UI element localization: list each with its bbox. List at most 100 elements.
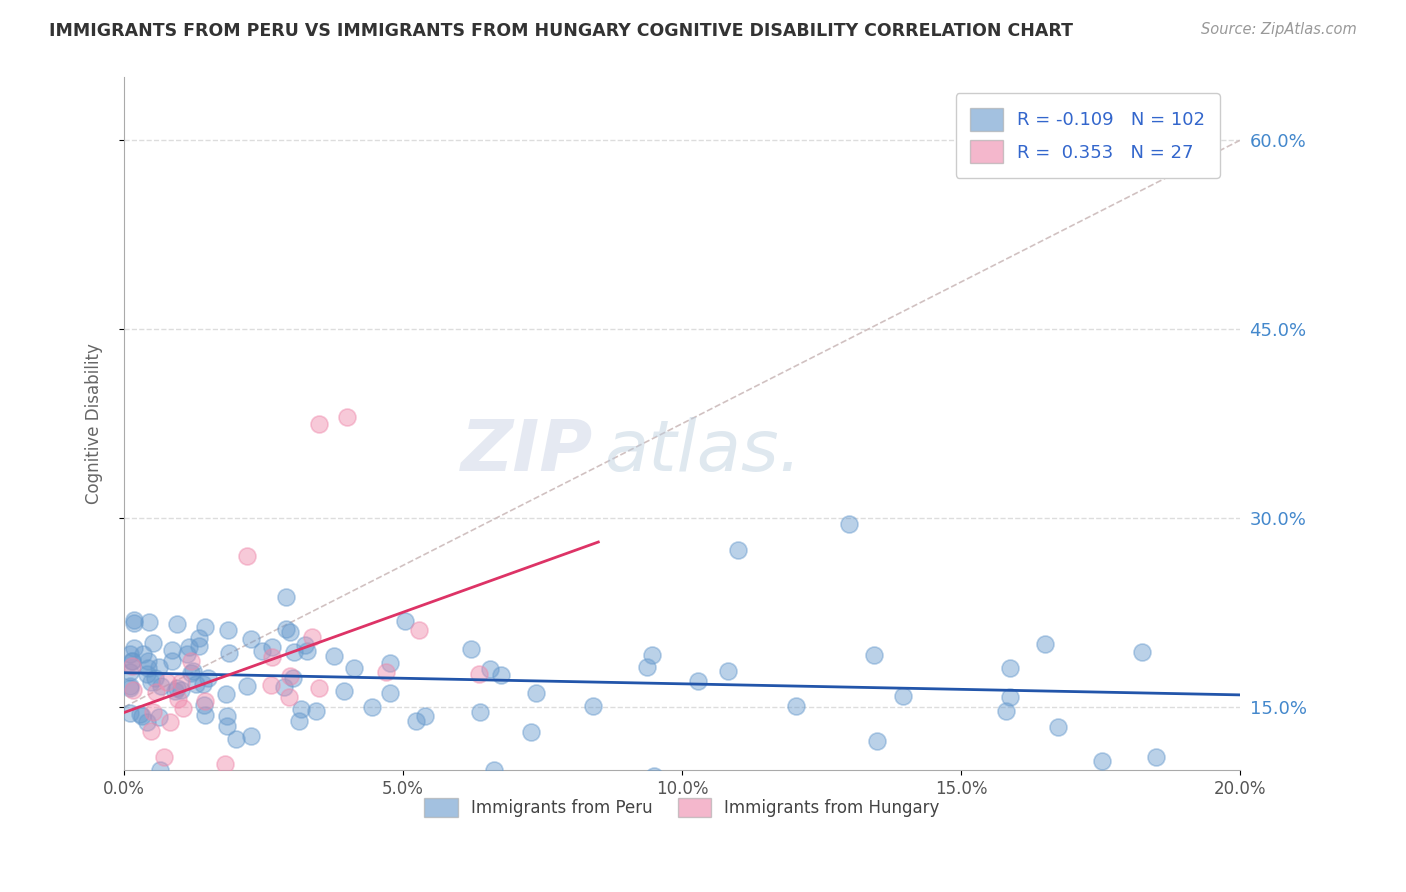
Point	[378, 686, 401, 700]
Point	[184, 676, 207, 690]
Point	[197, 671, 219, 685]
Point	[278, 669, 301, 683]
Point	[274, 622, 297, 636]
Point	[191, 677, 214, 691]
Point	[121, 654, 143, 668]
Y-axis label: Cognitive Disability: Cognitive Disability	[86, 343, 103, 504]
Point	[343, 661, 366, 675]
Point	[290, 702, 312, 716]
Point	[118, 648, 141, 662]
Point	[240, 632, 263, 647]
Point	[520, 725, 543, 739]
Point	[217, 623, 239, 637]
Point	[180, 665, 202, 680]
Point	[214, 756, 236, 771]
Point	[468, 706, 491, 720]
Point	[215, 687, 238, 701]
Point	[170, 682, 193, 697]
Text: atlas.: atlas.	[603, 417, 801, 486]
Point	[136, 661, 159, 675]
Point	[179, 640, 201, 655]
Point	[149, 763, 172, 777]
Point	[121, 654, 143, 668]
Point	[273, 681, 295, 695]
Point	[180, 654, 202, 668]
Point	[159, 715, 181, 730]
Point	[172, 700, 194, 714]
Point	[136, 666, 159, 681]
Text: Source: ZipAtlas.com: Source: ZipAtlas.com	[1201, 22, 1357, 37]
Point	[136, 715, 159, 730]
Point	[136, 654, 159, 668]
Point	[636, 660, 658, 674]
Point	[170, 675, 193, 690]
Point	[166, 681, 188, 695]
Point	[641, 648, 664, 663]
Point	[187, 639, 209, 653]
Point	[121, 658, 143, 673]
Point	[176, 647, 198, 661]
Point	[236, 549, 259, 563]
Point	[194, 620, 217, 634]
Point	[413, 708, 436, 723]
Point	[281, 671, 304, 685]
Point	[405, 714, 427, 729]
Point	[181, 664, 204, 678]
Point	[225, 732, 247, 747]
Point	[252, 781, 274, 796]
Legend: Immigrants from Peru, Immigrants from Hungary: Immigrants from Peru, Immigrants from Hu…	[418, 791, 946, 824]
Point	[688, 673, 710, 688]
Point	[308, 681, 330, 695]
Point	[139, 675, 162, 690]
Point	[217, 719, 239, 733]
Point	[994, 704, 1017, 718]
Point	[295, 644, 318, 658]
Point	[131, 647, 153, 661]
Point	[142, 636, 165, 650]
Point	[1000, 690, 1022, 705]
Point	[193, 698, 215, 712]
Point	[1144, 750, 1167, 764]
Point	[260, 650, 283, 665]
Point	[336, 410, 359, 425]
Point	[333, 683, 356, 698]
Point	[278, 624, 301, 639]
Point	[153, 750, 176, 764]
Point	[139, 723, 162, 738]
Point	[1130, 645, 1153, 659]
Point	[460, 641, 482, 656]
Point	[361, 699, 384, 714]
Point	[166, 692, 188, 706]
Point	[118, 679, 141, 693]
Point	[288, 714, 311, 728]
Point	[277, 690, 299, 704]
Point	[643, 769, 665, 783]
Point	[862, 648, 884, 663]
Point	[322, 649, 344, 664]
Point	[148, 710, 170, 724]
Point	[524, 686, 547, 700]
Point	[145, 685, 167, 699]
Point	[865, 733, 887, 747]
Point	[304, 704, 326, 718]
Point	[717, 664, 740, 678]
Point	[274, 591, 297, 605]
Point	[138, 615, 160, 629]
Point	[1091, 754, 1114, 768]
Point	[260, 640, 283, 655]
Point	[118, 681, 141, 695]
Point	[121, 682, 143, 697]
Point	[194, 708, 217, 723]
Point	[374, 665, 396, 679]
Point	[156, 675, 179, 690]
Point	[482, 763, 505, 777]
Point	[394, 614, 416, 628]
Point	[166, 617, 188, 632]
Point	[148, 659, 170, 673]
Point	[301, 630, 323, 644]
Point	[128, 707, 150, 722]
Point	[468, 667, 491, 681]
Point	[187, 631, 209, 645]
Point	[122, 613, 145, 627]
Point	[118, 665, 141, 680]
